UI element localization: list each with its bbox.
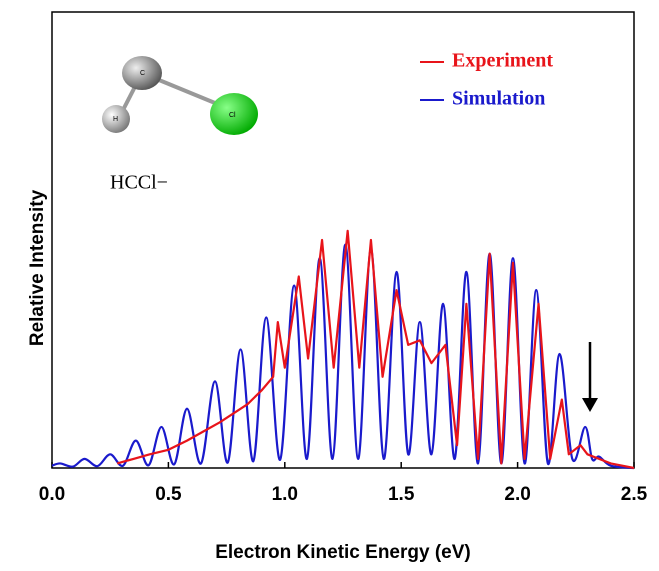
x-tick-label: 2.5 bbox=[621, 484, 648, 505]
x-tick-label: 0.5 bbox=[155, 484, 182, 505]
atom-label: Cl bbox=[229, 112, 236, 119]
legend-label: Simulation bbox=[452, 88, 545, 110]
chart: C H Cl HCCl− Relative Intensity Electron… bbox=[0, 0, 659, 571]
x-tick-label: 2.0 bbox=[504, 484, 530, 505]
x-axis-label: Electron Kinetic Energy (eV) bbox=[215, 542, 471, 563]
x-tick-label: 1.0 bbox=[272, 484, 298, 505]
molecule: C H Cl bbox=[102, 56, 258, 135]
atom-label: C bbox=[140, 70, 145, 77]
series-line bbox=[117, 231, 634, 468]
legend-label: Experiment bbox=[452, 50, 553, 72]
x-tick-label: 0.0 bbox=[39, 484, 65, 505]
x-tick-label: 1.5 bbox=[388, 484, 415, 505]
arrow bbox=[582, 342, 598, 412]
y-axis-label: Relative Intensity bbox=[27, 189, 48, 346]
atom-label: H bbox=[113, 116, 118, 123]
annotation: HCCl− bbox=[110, 172, 168, 194]
